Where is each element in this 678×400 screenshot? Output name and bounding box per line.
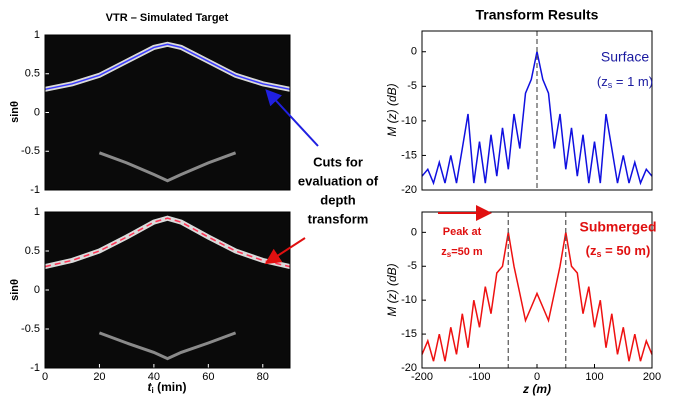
y-tick-label: 0.5 (25, 245, 40, 257)
ann-sub: s (608, 80, 613, 90)
x-tick-label: 20 (93, 371, 105, 383)
y-axis-label: sinθ (9, 279, 21, 301)
chart-title: Transform Results (476, 7, 599, 23)
y-tick-label: 0.5 (25, 68, 40, 80)
ann-part: = 1 m) (612, 74, 653, 89)
y-tick-label: -5 (407, 260, 417, 272)
data-line (44, 43, 291, 91)
ann-part: (z (586, 243, 597, 258)
x-tick-label: 100 (585, 371, 603, 383)
annotation: Submerged (579, 219, 656, 235)
y-tick-label: -0.5 (21, 323, 40, 335)
chart-title: VTR – Simulated Target (106, 12, 229, 24)
plot-frame (44, 211, 291, 369)
x-tick-label: -200 (411, 371, 433, 383)
x-label-sub: i (152, 386, 154, 395)
ann-part: = 50 m) (602, 243, 651, 258)
plot-frame (421, 211, 653, 369)
y-tick-label: 0 (411, 46, 417, 58)
ann-sub: s (597, 249, 602, 259)
data-line (98, 151, 237, 183)
x-label-part: (min) (154, 380, 187, 394)
y-tick-label: -1 (30, 184, 40, 196)
annotation: (zs = 1 m) (597, 74, 653, 90)
arrow (265, 89, 319, 147)
note-line: evaluation of (298, 173, 379, 188)
annotation: Peak at (443, 226, 482, 238)
y-axis-label: M (z) (dB) (385, 263, 399, 316)
x-tick-label: 60 (202, 371, 214, 383)
annotation: zs=50 m (441, 246, 483, 259)
y-tick-label: -20 (401, 184, 417, 196)
data-line (98, 331, 237, 361)
plot-area (422, 212, 652, 368)
ann-part: =50 m (451, 246, 483, 258)
y-tick-label: -20 (401, 362, 417, 374)
annotation: (zs = 50 m) (586, 243, 651, 259)
ann-part: z (441, 246, 447, 258)
note-line: depth (320, 192, 355, 207)
ann-sub: s (447, 250, 452, 259)
x-axis-label: ti (min) (148, 380, 187, 395)
note-line: transform (308, 211, 369, 226)
y-tick-label: 1 (34, 29, 40, 41)
x-tick-label: 0 (534, 371, 540, 383)
plot-frame (421, 30, 653, 191)
y-tick-label: 0 (34, 106, 40, 118)
y-axis-label: M (z) (dB) (385, 83, 399, 136)
plot-area (45, 212, 290, 368)
plot-frame (44, 34, 291, 191)
y-tick-label: 1 (34, 206, 40, 218)
y-tick-label: -15 (401, 328, 417, 340)
y-axis-label: sinθ (9, 101, 21, 123)
y-tick-label: 0 (411, 226, 417, 238)
data-line (44, 217, 291, 268)
note: Cuts for evaluation of depth transform (298, 154, 379, 226)
y-tick-label: -10 (401, 115, 417, 127)
x-tick-label: 200 (643, 371, 661, 383)
x-tick-label: -100 (468, 371, 490, 383)
y-tick-label: -1 (30, 362, 40, 374)
note-line: Cuts for (313, 154, 363, 169)
x-tick-label: 40 (148, 371, 160, 383)
y-tick-label: -10 (401, 294, 417, 306)
x-axis-label: z (m) (522, 382, 551, 396)
plots: -1 -0.5 0 0.5 1 -1 -0.5 0 0.5 1 0 20 40 60 80 0 -5 -10 -15… (21, 29, 661, 383)
x-tick-label: 0 (42, 371, 48, 383)
y-tick-label: 0 (34, 284, 40, 296)
y-tick-label: -5 (407, 80, 417, 92)
data-line (421, 232, 653, 362)
plot-area (45, 35, 290, 190)
x-tick-label: 80 (257, 371, 269, 383)
annotation: Surface (601, 49, 649, 65)
arrow (264, 237, 306, 265)
ann-part: (z (597, 74, 608, 89)
y-tick-label: -15 (401, 149, 417, 161)
y-tick-label: -0.5 (21, 145, 40, 157)
x-label-part: t (148, 380, 153, 394)
